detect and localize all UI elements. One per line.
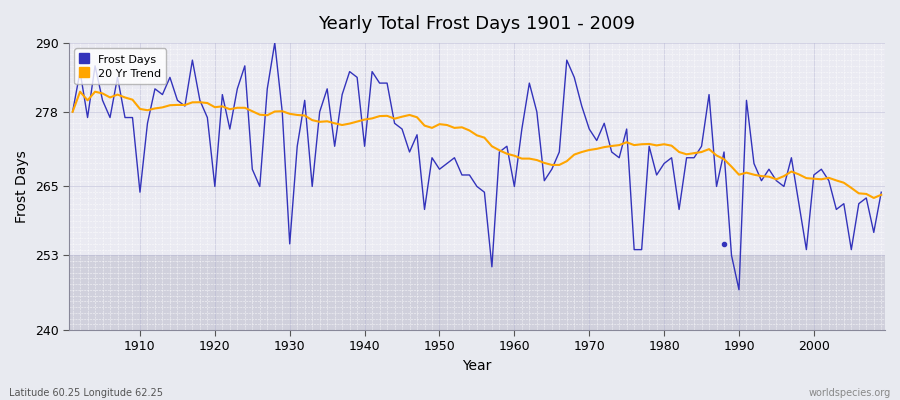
Text: worldspecies.org: worldspecies.org <box>809 388 891 398</box>
Text: Latitude 60.25 Longitude 62.25: Latitude 60.25 Longitude 62.25 <box>9 388 163 398</box>
Y-axis label: Frost Days: Frost Days <box>15 150 29 223</box>
Title: Yearly Total Frost Days 1901 - 2009: Yearly Total Frost Days 1901 - 2009 <box>319 15 635 33</box>
Legend: Frost Days, 20 Yr Trend: Frost Days, 20 Yr Trend <box>75 48 166 84</box>
Bar <box>68 43 885 255</box>
X-axis label: Year: Year <box>463 359 491 373</box>
Bar <box>68 255 885 330</box>
